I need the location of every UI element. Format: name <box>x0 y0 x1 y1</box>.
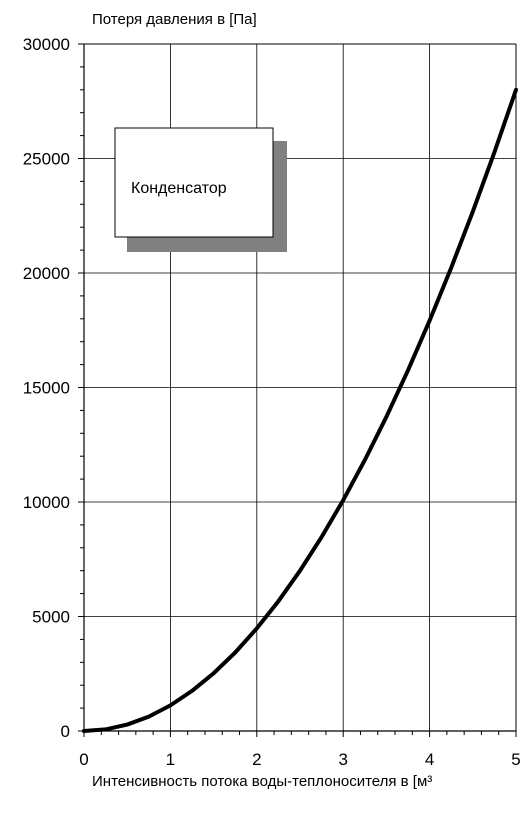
y-tick-label: 15000 <box>23 379 70 398</box>
y-axis-label: Потеря давления в [Па] <box>92 11 257 28</box>
y-tick-label: 20000 <box>23 264 70 283</box>
x-tick-label: 4 <box>425 750 434 769</box>
y-tick-label: 25000 <box>23 150 70 169</box>
x-axis-label: Интенсивность потока воды-теплоносителя … <box>92 773 432 790</box>
annotation-box <box>114 127 274 238</box>
y-tick-label: 0 <box>61 722 70 741</box>
y-tick-label: 5000 <box>32 608 70 627</box>
y-tick-label: 10000 <box>23 493 70 512</box>
annotation-label: Конденсатор <box>131 180 227 197</box>
x-tick-label: 0 <box>79 750 88 769</box>
x-tick-label: 1 <box>166 750 175 769</box>
x-tick-label: 3 <box>338 750 347 769</box>
y-tick-label: 30000 <box>23 35 70 54</box>
x-tick-label: 2 <box>252 750 261 769</box>
series-line <box>82 87 518 733</box>
x-tick-label: 5 <box>511 750 520 769</box>
